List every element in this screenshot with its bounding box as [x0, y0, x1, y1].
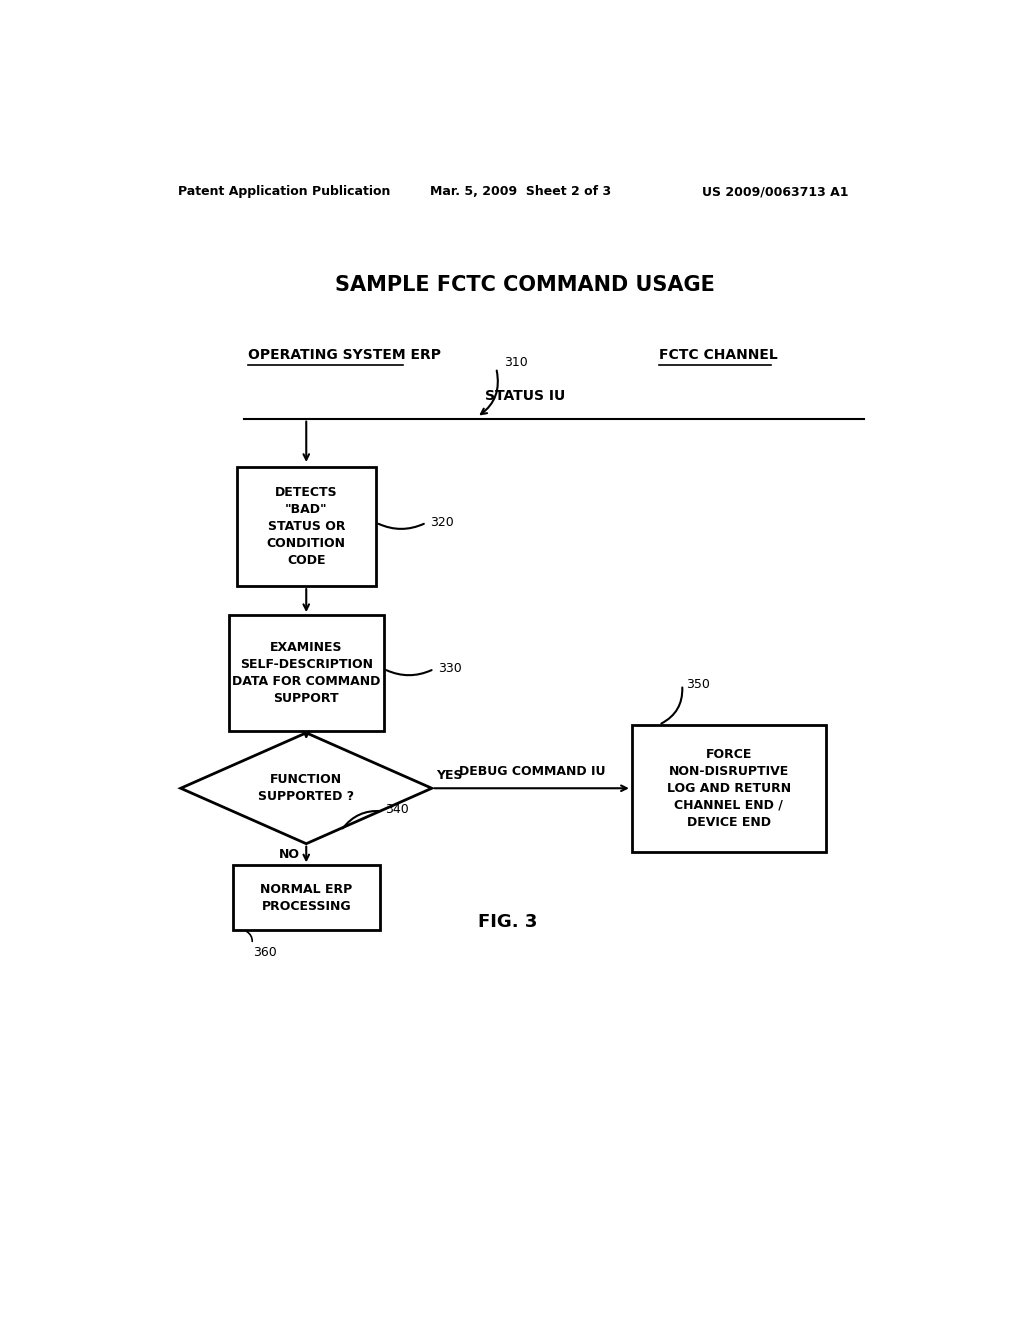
Text: 320: 320: [430, 516, 454, 529]
Text: NO: NO: [279, 849, 300, 862]
Text: FCTC CHANNEL: FCTC CHANNEL: [658, 347, 777, 362]
Text: STATUS IU: STATUS IU: [484, 388, 565, 403]
Text: DEBUG COMMAND IU: DEBUG COMMAND IU: [459, 766, 605, 779]
Text: 310: 310: [504, 356, 527, 370]
Text: OPERATING SYSTEM ERP: OPERATING SYSTEM ERP: [248, 347, 441, 362]
Text: NORMAL ERP
PROCESSING: NORMAL ERP PROCESSING: [260, 883, 352, 912]
Text: FIG. 3: FIG. 3: [478, 913, 538, 931]
Text: DETECTS
"BAD"
STATUS OR
CONDITION
CODE: DETECTS "BAD" STATUS OR CONDITION CODE: [266, 486, 346, 568]
Text: US 2009/0063713 A1: US 2009/0063713 A1: [701, 185, 848, 198]
FancyBboxPatch shape: [232, 865, 380, 931]
Text: SAMPLE FCTC COMMAND USAGE: SAMPLE FCTC COMMAND USAGE: [335, 276, 715, 296]
Text: 350: 350: [686, 678, 710, 692]
Text: FORCE
NON-DISRUPTIVE
LOG AND RETURN
CHANNEL END /
DEVICE END: FORCE NON-DISRUPTIVE LOG AND RETURN CHAN…: [667, 747, 791, 829]
Polygon shape: [180, 733, 432, 843]
Text: 340: 340: [385, 804, 409, 816]
Text: FUNCTION
SUPPORTED ?: FUNCTION SUPPORTED ?: [258, 774, 354, 804]
FancyBboxPatch shape: [632, 725, 825, 851]
Text: EXAMINES
SELF-DESCRIPTION
DATA FOR COMMAND
SUPPORT: EXAMINES SELF-DESCRIPTION DATA FOR COMMA…: [232, 640, 381, 705]
Text: 330: 330: [438, 663, 462, 676]
FancyBboxPatch shape: [237, 467, 376, 586]
FancyBboxPatch shape: [228, 615, 384, 730]
Text: Mar. 5, 2009  Sheet 2 of 3: Mar. 5, 2009 Sheet 2 of 3: [430, 185, 611, 198]
Text: 360: 360: [254, 945, 278, 958]
Text: YES: YES: [435, 770, 462, 781]
Text: Patent Application Publication: Patent Application Publication: [178, 185, 391, 198]
